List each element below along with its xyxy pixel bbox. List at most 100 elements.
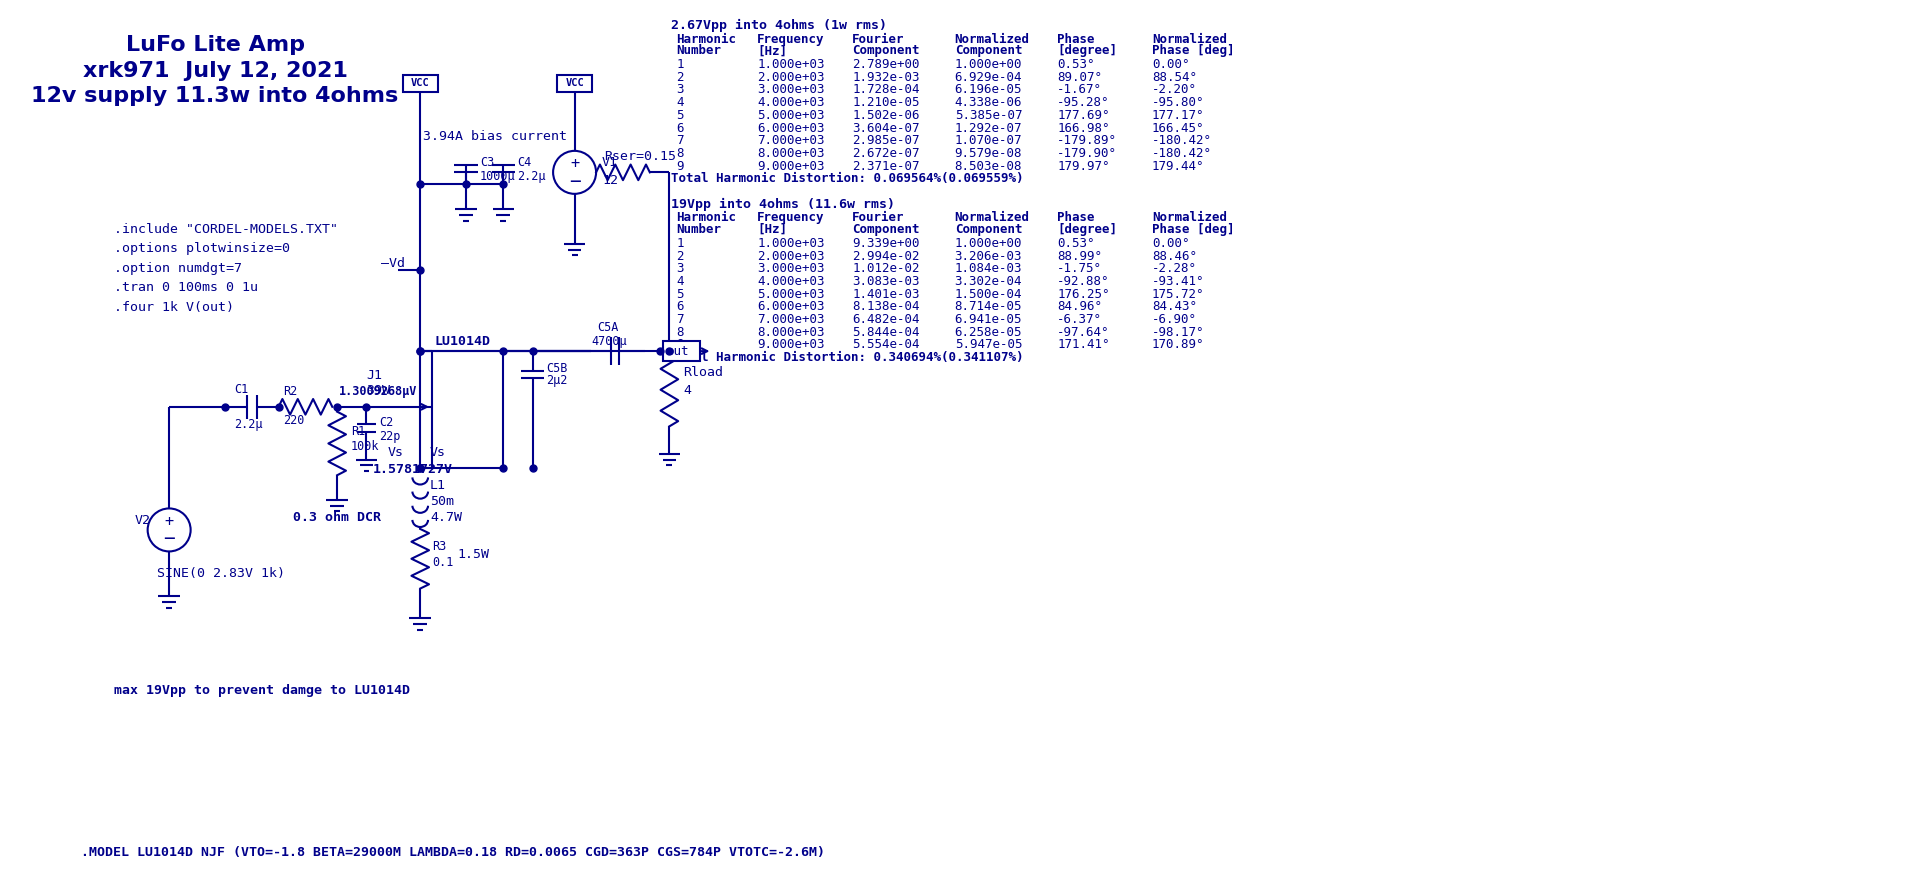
Text: 1.3009268μV: 1.3009268μV <box>339 385 418 398</box>
Text: -97.64°: -97.64° <box>1058 325 1109 339</box>
Text: V1: V1 <box>602 156 619 169</box>
Text: 2.985e-07: 2.985e-07 <box>853 134 920 148</box>
Text: Phase [deg]: Phase [deg] <box>1152 223 1234 236</box>
Text: 6.929e-04: 6.929e-04 <box>954 71 1021 84</box>
Text: C4: C4 <box>517 156 531 169</box>
Text: 1.401e-03: 1.401e-03 <box>853 287 920 301</box>
Text: Phase [deg]: Phase [deg] <box>1152 44 1234 57</box>
Text: -95.80°: -95.80° <box>1152 96 1205 109</box>
Text: out: out <box>667 345 690 358</box>
Text: 179.44°: 179.44° <box>1152 160 1205 172</box>
Text: 6.000e+03: 6.000e+03 <box>757 121 824 134</box>
Text: −: − <box>569 171 581 191</box>
Text: 0.00°: 0.00° <box>1152 237 1190 250</box>
Text: 6: 6 <box>676 121 684 134</box>
Text: .four 1k V(out): .four 1k V(out) <box>115 301 234 314</box>
Text: 1.5781727V: 1.5781727V <box>372 463 452 476</box>
Text: Vs: Vs <box>429 446 446 460</box>
Text: 2.2μ: 2.2μ <box>234 418 262 431</box>
Text: Rload: Rload <box>682 366 722 379</box>
Text: 175.72°: 175.72° <box>1152 287 1205 301</box>
Text: 3.94A bias current: 3.94A bias current <box>423 130 567 142</box>
Text: J1: J1 <box>366 369 383 382</box>
Text: 177.17°: 177.17° <box>1152 109 1205 122</box>
Text: Frequency: Frequency <box>757 33 824 46</box>
Text: 8: 8 <box>676 147 684 160</box>
Text: +: + <box>571 156 579 171</box>
Text: Number: Number <box>676 44 720 57</box>
Text: 6.000e+03: 6.000e+03 <box>757 301 824 313</box>
Text: .include "CORDEL-MODELS.TXT": .include "CORDEL-MODELS.TXT" <box>115 223 339 235</box>
Text: Normalized: Normalized <box>1152 211 1226 225</box>
FancyBboxPatch shape <box>663 341 699 361</box>
Text: -1.67°: -1.67° <box>1058 83 1102 96</box>
Text: 8.138e-04: 8.138e-04 <box>853 301 920 313</box>
Text: Rser=0.15: Rser=0.15 <box>604 150 676 164</box>
Text: 84.43°: 84.43° <box>1152 301 1198 313</box>
Text: Normalized: Normalized <box>954 211 1029 225</box>
Text: Phase: Phase <box>1058 33 1094 46</box>
Text: 3: 3 <box>676 263 684 275</box>
Text: 3.604e-07: 3.604e-07 <box>853 121 920 134</box>
Text: 5.947e-05: 5.947e-05 <box>954 339 1021 352</box>
Text: -2.28°: -2.28° <box>1152 263 1198 275</box>
Text: 2.67Vpp into 4ohms (1w rms): 2.67Vpp into 4ohms (1w rms) <box>671 19 887 32</box>
Text: Harmonic: Harmonic <box>676 211 736 225</box>
Text: [Hz]: [Hz] <box>757 223 787 236</box>
Text: 4: 4 <box>676 275 684 288</box>
Text: 5.000e+03: 5.000e+03 <box>757 287 824 301</box>
Text: 6: 6 <box>676 301 684 313</box>
Bar <box>558 74 592 92</box>
Text: 1.000e+03: 1.000e+03 <box>757 237 824 250</box>
Text: 170.89°: 170.89° <box>1152 339 1205 352</box>
Text: 166.98°: 166.98° <box>1058 121 1109 134</box>
Text: 220: 220 <box>284 414 305 427</box>
Text: -1.75°: -1.75° <box>1058 263 1102 275</box>
Text: 7: 7 <box>676 313 684 326</box>
Text: 5: 5 <box>676 109 684 122</box>
Text: 88.46°: 88.46° <box>1152 249 1198 263</box>
Text: 1000μ: 1000μ <box>479 170 515 183</box>
Text: -6.37°: -6.37° <box>1058 313 1102 326</box>
Text: 1.070e-07: 1.070e-07 <box>954 134 1021 148</box>
Text: -95.28°: -95.28° <box>1058 96 1109 109</box>
Text: -98.17°: -98.17° <box>1152 325 1205 339</box>
Text: 9.000e+03: 9.000e+03 <box>757 160 824 172</box>
Text: C1: C1 <box>234 383 249 396</box>
Text: .options plotwinsize=0: .options plotwinsize=0 <box>115 242 291 255</box>
Text: Component: Component <box>853 44 920 57</box>
Text: -179.89°: -179.89° <box>1058 134 1117 148</box>
Text: 4.000e+03: 4.000e+03 <box>757 96 824 109</box>
Text: 4.000e+03: 4.000e+03 <box>757 275 824 288</box>
Text: .MODEL LU1014D NJF (VTO=-1.8 BETA=29000M LAMBDA=0.18 RD=0.0065 CGD=363P CGS=784P: .MODEL LU1014D NJF (VTO=-1.8 BETA=29000M… <box>80 846 826 859</box>
Text: 5.385e-07: 5.385e-07 <box>954 109 1021 122</box>
Text: 1.292e-07: 1.292e-07 <box>954 121 1021 134</box>
Text: 1.000e+03: 1.000e+03 <box>757 58 824 71</box>
Text: VCC: VCC <box>565 79 584 88</box>
Text: 2.789e+00: 2.789e+00 <box>853 58 920 71</box>
Text: 177.69°: 177.69° <box>1058 109 1109 122</box>
Text: 3.302e-04: 3.302e-04 <box>954 275 1021 288</box>
Text: 6.258e-05: 6.258e-05 <box>954 325 1021 339</box>
Text: 9: 9 <box>676 160 684 172</box>
Text: 166.45°: 166.45° <box>1152 121 1205 134</box>
Text: SINE(0 2.83V 1k): SINE(0 2.83V 1k) <box>157 568 285 581</box>
Text: Vs: Vs <box>387 446 404 460</box>
Text: 0.3 ohm DCR: 0.3 ohm DCR <box>293 511 381 523</box>
Text: R1: R1 <box>351 424 366 438</box>
Text: 1.012e-02: 1.012e-02 <box>853 263 920 275</box>
Text: 3.083e-03: 3.083e-03 <box>853 275 920 288</box>
Text: -180.42°: -180.42° <box>1152 147 1213 160</box>
Text: 2.994e-02: 2.994e-02 <box>853 249 920 263</box>
Text: -179.90°: -179.90° <box>1058 147 1117 160</box>
Text: 12: 12 <box>602 173 619 187</box>
Text: -93.41°: -93.41° <box>1152 275 1205 288</box>
Text: 4: 4 <box>682 384 692 397</box>
Text: Fourier: Fourier <box>853 33 904 46</box>
Text: 9: 9 <box>676 339 684 352</box>
Text: 9.000e+03: 9.000e+03 <box>757 339 824 352</box>
Text: 1.932e-03: 1.932e-03 <box>853 71 920 84</box>
Text: 6.482e-04: 6.482e-04 <box>853 313 920 326</box>
Text: 5.844e-04: 5.844e-04 <box>853 325 920 339</box>
Text: 179.97°: 179.97° <box>1058 160 1109 172</box>
